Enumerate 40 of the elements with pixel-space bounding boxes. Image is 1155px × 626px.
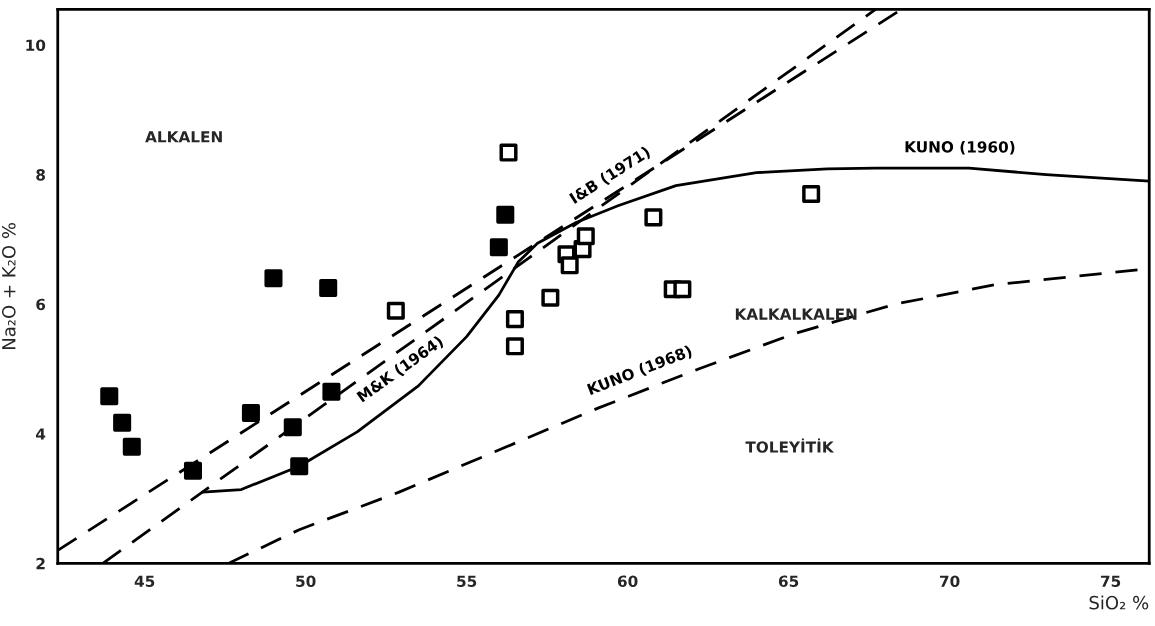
point <box>113 413 132 432</box>
point <box>319 278 338 298</box>
x-tick-label: 70 <box>940 575 960 588</box>
y-tick-label: 6 <box>36 298 46 311</box>
x-tick-label: 45 <box>134 575 155 588</box>
point <box>541 288 560 307</box>
point <box>322 382 341 401</box>
x-tick-label: 65 <box>778 575 799 588</box>
point <box>505 310 524 329</box>
point <box>122 437 141 456</box>
point <box>283 418 302 437</box>
x-tick-label: 50 <box>296 575 316 588</box>
x-tick-label: 60 <box>617 575 638 588</box>
point <box>183 461 202 480</box>
annotation: ALKALEN <box>145 131 222 143</box>
point <box>386 301 405 320</box>
point <box>489 238 508 257</box>
y-tick-label: 10 <box>26 39 46 52</box>
point <box>505 337 524 356</box>
x-tick-label: 55 <box>457 575 477 588</box>
y-tick-label: 2 <box>36 557 45 570</box>
x-tick-label: 75 <box>1100 575 1121 588</box>
annotation: KALKALKALEN <box>735 308 857 320</box>
point <box>290 457 309 476</box>
point <box>499 143 518 162</box>
point <box>802 185 821 204</box>
y-tick-label: 4 <box>36 428 46 440</box>
point <box>673 280 692 299</box>
y-axis-title: Na₂O + K₂O % <box>1 222 16 350</box>
point <box>496 205 515 224</box>
point <box>264 269 283 288</box>
y-tick-label: 8 <box>36 169 45 181</box>
point <box>241 404 260 423</box>
point <box>560 256 579 275</box>
point <box>644 208 663 227</box>
point <box>576 227 595 246</box>
annotation: TOLEYİTİK <box>745 438 835 453</box>
series-label: KUNO (1960) <box>905 140 1015 155</box>
point <box>100 387 119 406</box>
x-axis-title: SiO₂ % <box>1089 595 1149 610</box>
